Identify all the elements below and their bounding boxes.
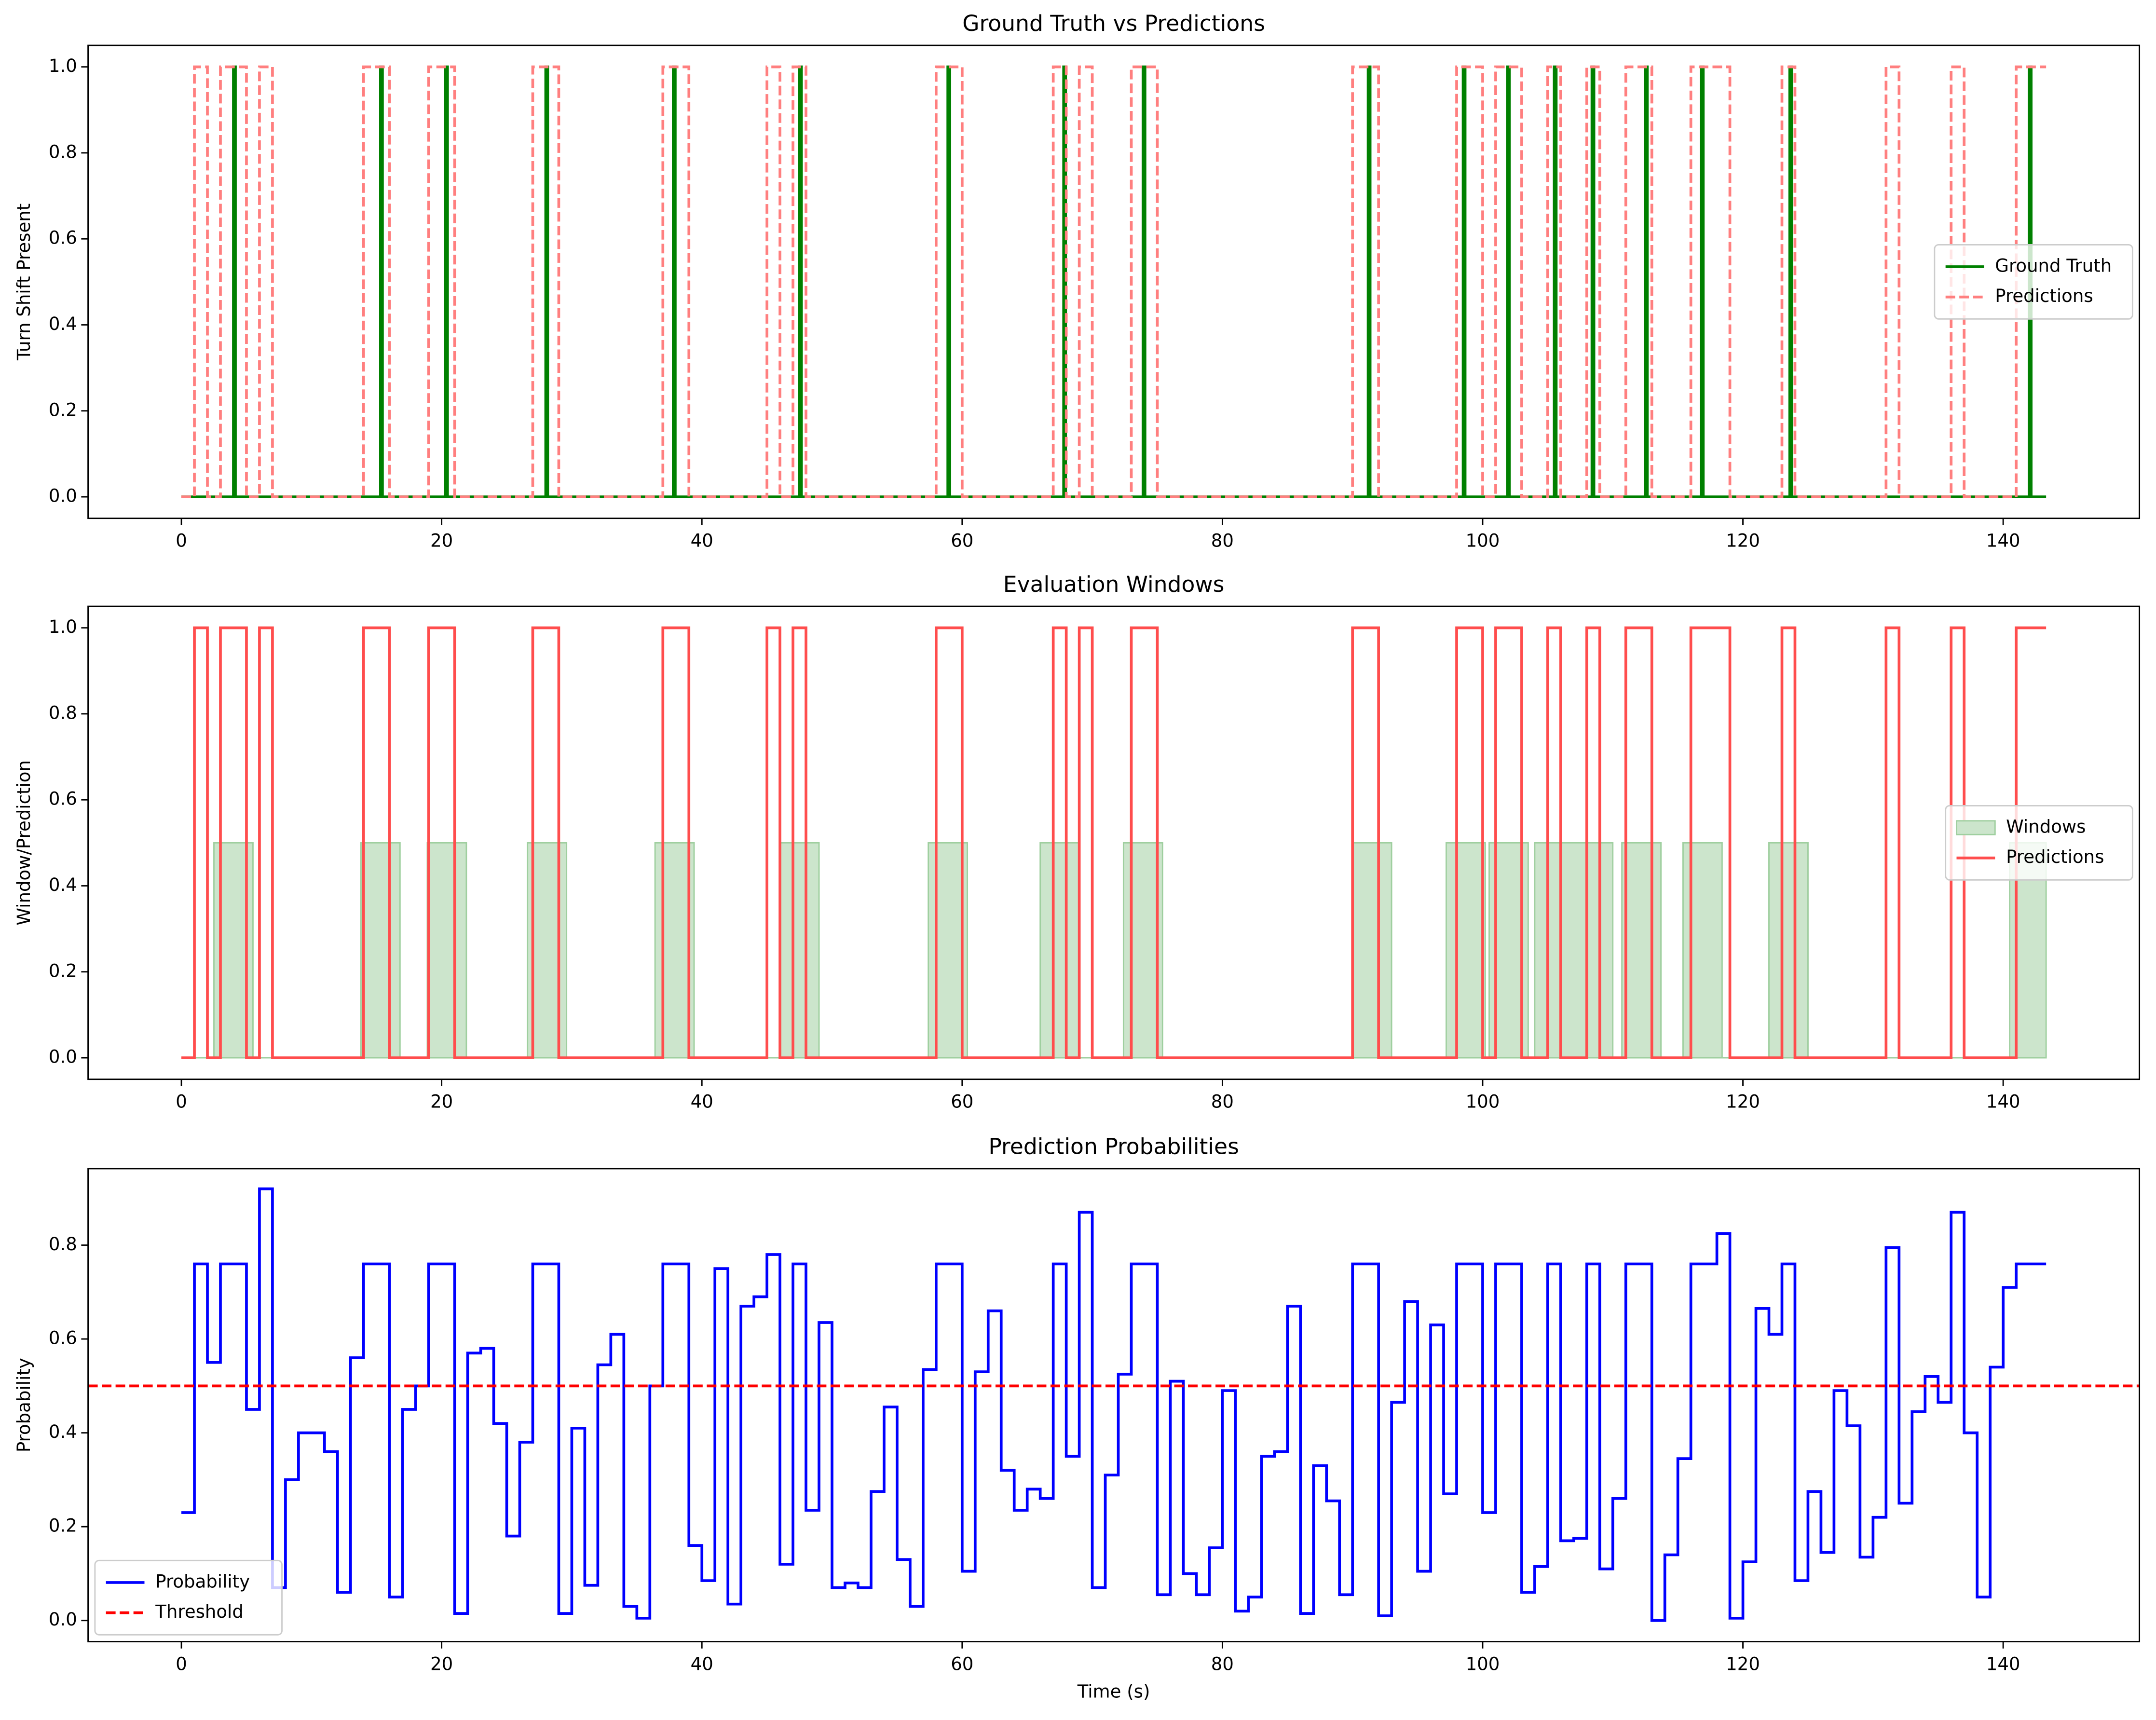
- x-tick-label: 140: [1986, 1653, 2020, 1674]
- y-tick-label: 0.6: [49, 789, 77, 809]
- legend-box: [94, 1559, 283, 1636]
- y-tick-label: 0.6: [49, 228, 77, 248]
- legend-box: [1934, 244, 2133, 320]
- legend-label: Probability: [155, 1571, 250, 1592]
- y-tick-label: 0.8: [49, 141, 77, 162]
- y-tick-label: 0.0: [49, 1609, 77, 1630]
- y-tick-label: 1.0: [49, 55, 77, 76]
- y-tick-label: 0.0: [49, 1047, 77, 1067]
- x-tick-label: 140: [1986, 1092, 2020, 1112]
- series-line: [181, 65, 2047, 498]
- x-tick-label: 140: [1986, 531, 2020, 551]
- legend-label: Threshold: [155, 1601, 244, 1622]
- x-tick-label: 0: [176, 1092, 187, 1112]
- legend: Ground Truth Predictions: [1934, 244, 2133, 320]
- x-tick-label: 60: [951, 1653, 973, 1674]
- series-line: [181, 626, 2047, 1059]
- series-line: [181, 1187, 2047, 1622]
- y-axis-label: Turn Shift Present: [14, 204, 34, 361]
- y-tick-label: 0.6: [49, 1328, 77, 1349]
- legend-label: Ground Truth: [1995, 256, 2112, 276]
- legend-swatch: [1956, 820, 1996, 835]
- x-tick-label: 40: [691, 531, 713, 551]
- legend-label: Windows: [2006, 817, 2086, 837]
- x-tick-label: 20: [430, 531, 453, 551]
- x-tick-label: 80: [1211, 1092, 1234, 1112]
- x-tick-label: 20: [430, 1092, 453, 1112]
- plot-area: [88, 1187, 2140, 1622]
- window-area: [181, 842, 2047, 1059]
- axes-frame: [87, 44, 2141, 519]
- x-tick-label: 120: [1726, 531, 1760, 551]
- x-tick-label: 60: [951, 1092, 973, 1112]
- x-tick-label: 100: [1466, 1092, 1500, 1112]
- legend: Windows Predictions: [1945, 805, 2133, 881]
- y-tick-label: 0.8: [49, 1234, 77, 1255]
- x-tick-label: 80: [1211, 531, 1234, 551]
- axes-frame: [87, 605, 2141, 1080]
- x-tick-label: 0: [176, 531, 187, 551]
- y-tick-label: 0.2: [49, 960, 77, 981]
- y-tick-label: 0.2: [49, 1515, 77, 1536]
- y-tick-label: 0.4: [49, 874, 77, 895]
- x-tick-label: 60: [951, 531, 973, 551]
- y-tick-label: 0.2: [49, 399, 77, 420]
- x-tick-label: 120: [1726, 1092, 1760, 1112]
- y-tick-label: 0.0: [49, 486, 77, 506]
- x-tick-label: 40: [691, 1653, 713, 1674]
- plot-area: [181, 65, 2047, 498]
- legend-label: Predictions: [2006, 846, 2104, 867]
- legend: Probability Threshold: [94, 1559, 283, 1636]
- chart-title: Evaluation Windows: [1003, 572, 1225, 597]
- x-tick-label: 100: [1466, 1653, 1500, 1674]
- x-tick-label: 0: [176, 1653, 187, 1674]
- y-tick-label: 0.8: [49, 702, 77, 723]
- x-tick-label: 100: [1466, 531, 1500, 551]
- y-tick-label: 1.0: [49, 616, 77, 637]
- legend-label: Predictions: [1995, 286, 2093, 306]
- x-axis-label: Time (s): [1077, 1681, 1150, 1702]
- y-axis-label: Probability: [14, 1358, 34, 1452]
- chart-title: Prediction Probabilities: [988, 1134, 1239, 1160]
- x-tick-label: 80: [1211, 1653, 1234, 1674]
- chart-title: Ground Truth vs Predictions: [962, 11, 1265, 36]
- plot-area: [181, 626, 2047, 1059]
- x-tick-label: 20: [430, 1653, 453, 1674]
- y-tick-label: 0.4: [49, 1421, 77, 1442]
- x-tick-label: 40: [691, 1092, 713, 1112]
- y-tick-label: 0.4: [49, 314, 77, 334]
- x-tick-label: 120: [1726, 1653, 1760, 1674]
- axes-frame: [87, 1168, 2141, 1642]
- y-axis-label: Window/Prediction: [14, 760, 34, 926]
- series-line: [181, 65, 2047, 498]
